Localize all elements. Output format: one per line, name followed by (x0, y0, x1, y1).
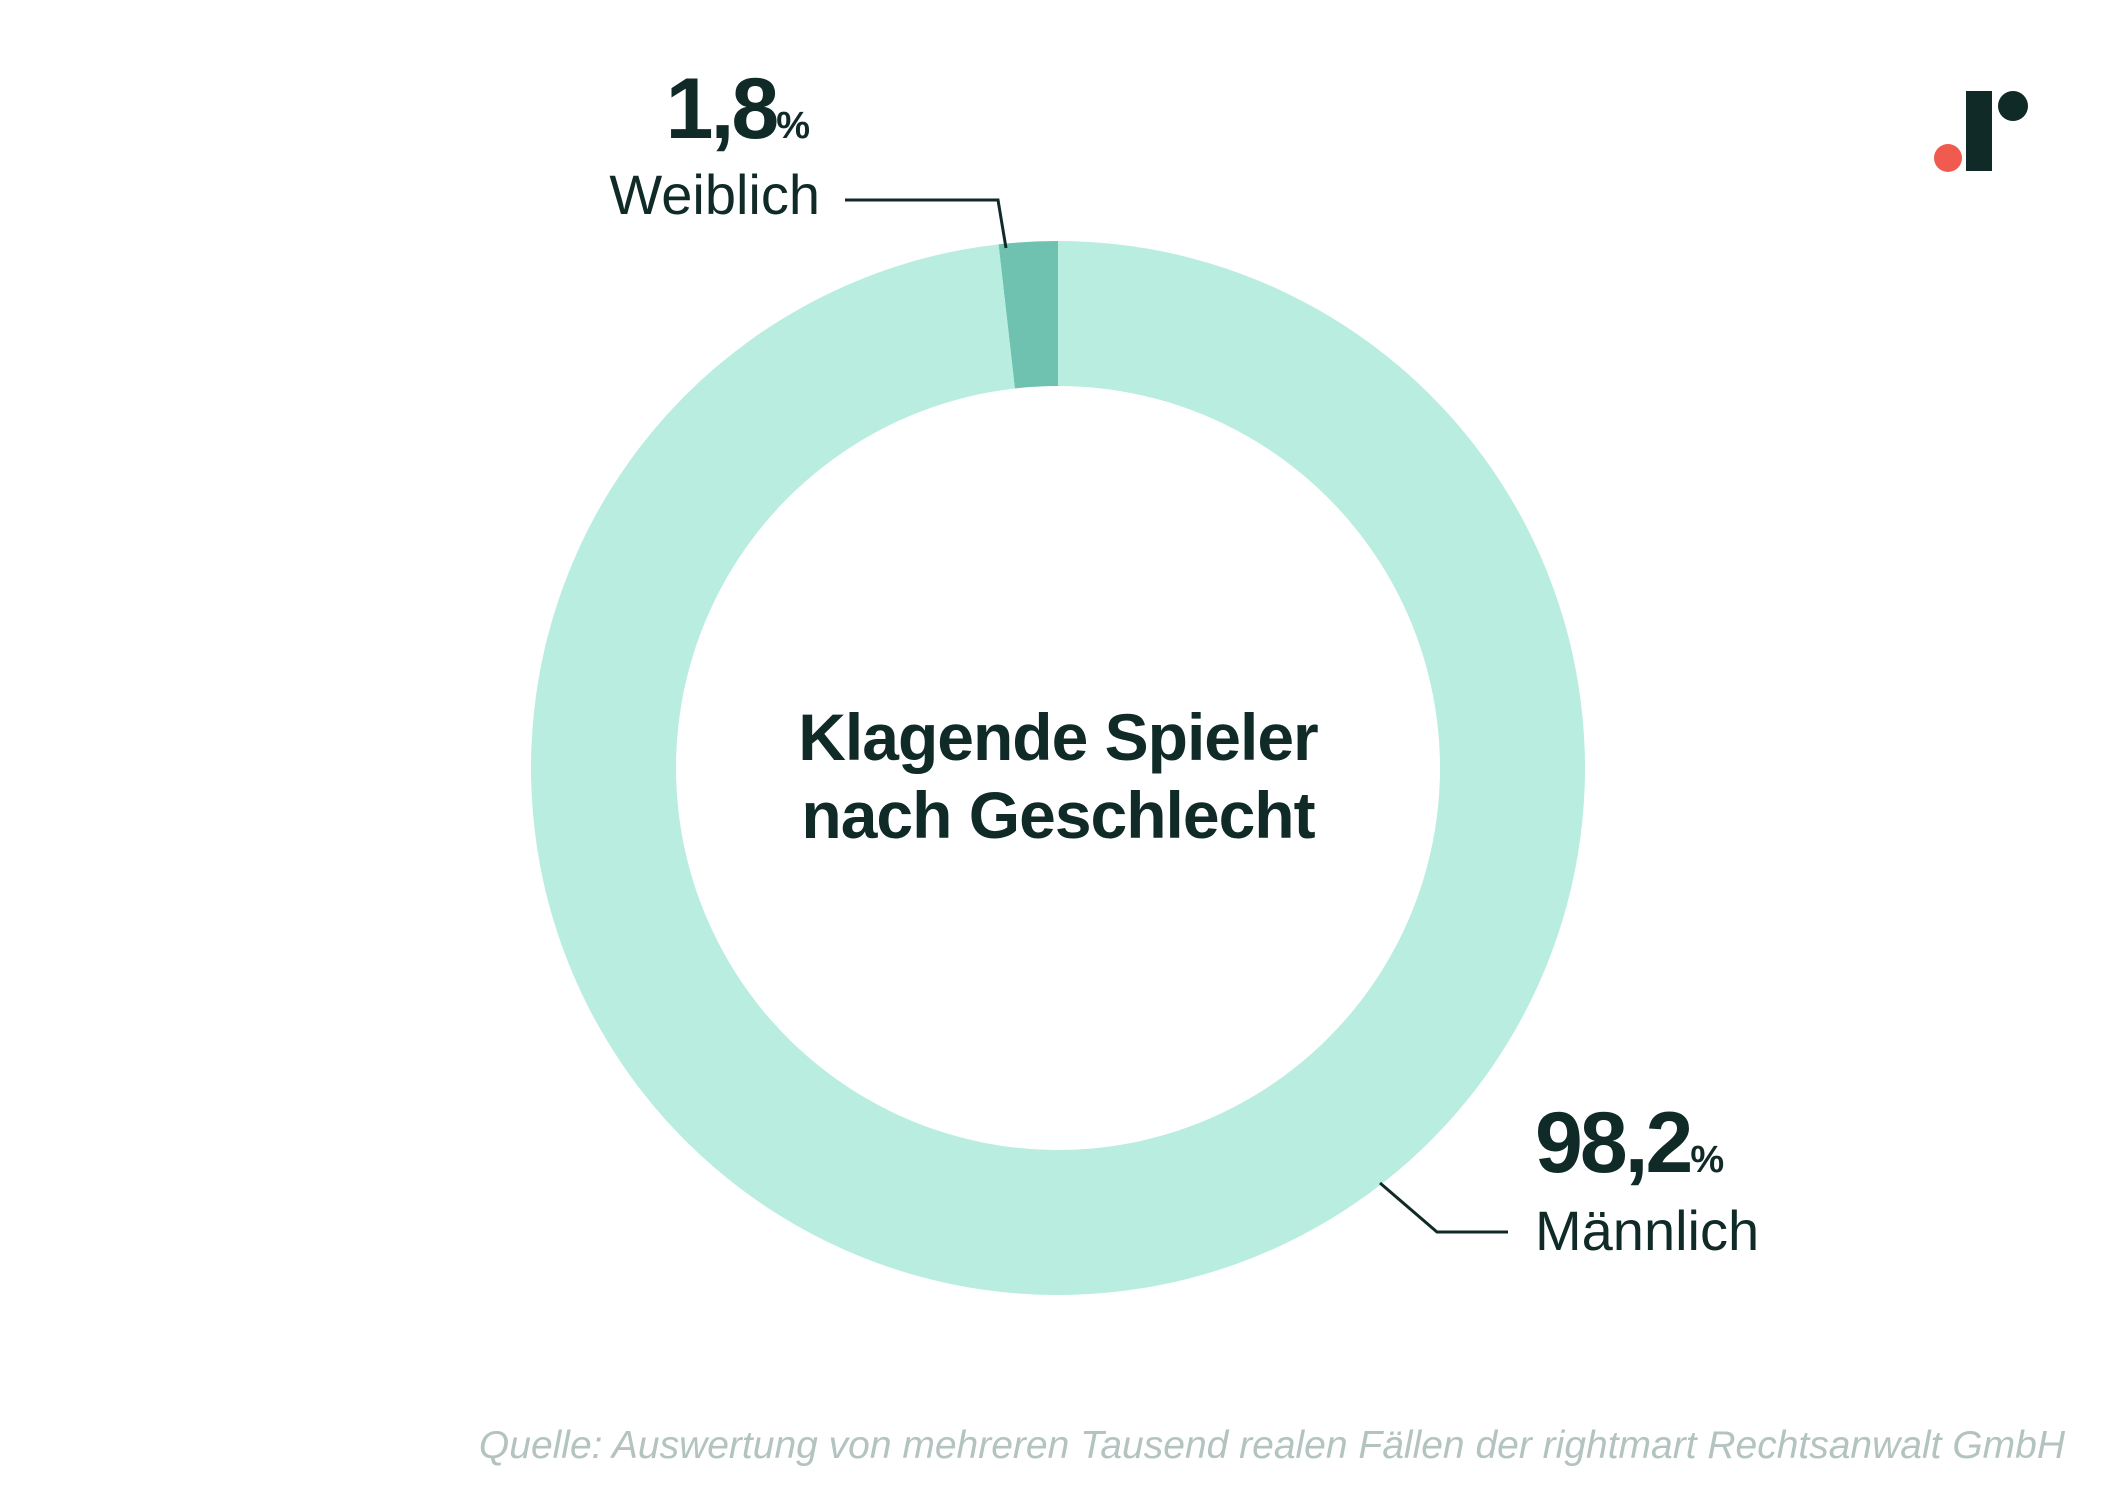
slice-weiblich-leader-line (845, 198, 1008, 249)
chart-title-line-2: nach Geschlecht (801, 778, 1315, 852)
slice-weiblich-value: 1,8 (666, 61, 778, 157)
slice-maennlich-value-label: 98,2% (1535, 1095, 1724, 1191)
slice-maennlich-category-label: Männlich (1535, 1199, 1759, 1262)
rightmart-logo-icon (1934, 91, 2028, 172)
slice-weiblich (998, 241, 1058, 389)
slice-maennlich-leader-line (1379, 1181, 1508, 1234)
chart-title-line-1: Klagende Spieler (798, 700, 1318, 774)
slice-weiblich-category-label: Weiblich (609, 163, 820, 226)
slice-maennlich-unit: % (1690, 1139, 1724, 1181)
slice-weiblich-value-label: 1,8% (666, 61, 810, 157)
source-note: Quelle: Auswertung von mehreren Tausend … (479, 1424, 2066, 1467)
slice-maennlich-value: 98,2 (1535, 1095, 1691, 1191)
slice-weiblich-unit: % (776, 105, 810, 147)
